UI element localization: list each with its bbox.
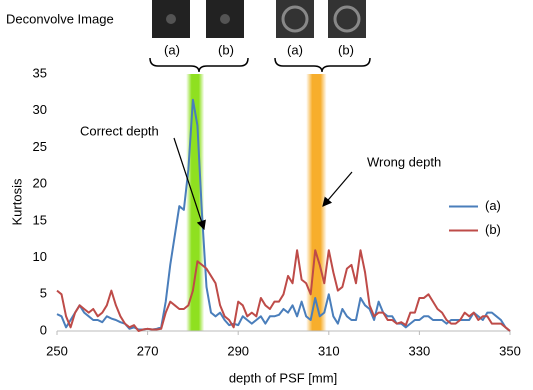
y-tick-label: 35: [33, 65, 47, 80]
x-tick-label: 330: [409, 343, 431, 358]
y-tick-label: 20: [33, 176, 47, 191]
x-tick-label: 290: [227, 343, 249, 358]
annotation-arrow: [323, 172, 352, 206]
brace: [150, 58, 248, 72]
chart: Deconvolve Image (a) (b) (a) (b) Correct…: [0, 0, 533, 390]
y-tick-label: 5: [40, 286, 47, 301]
image-label: (b): [218, 42, 234, 57]
y-tick-label: 0: [40, 322, 47, 337]
y-tick-label: 30: [33, 102, 47, 117]
page: Deconvolve Image (a) (b) (a) (b) Correct…: [0, 0, 533, 390]
y-axis-title: Kurtosis: [9, 178, 24, 225]
series-line: [57, 250, 510, 331]
image-label: (a): [164, 42, 180, 57]
brace: [275, 58, 370, 72]
legend-label: (a): [485, 198, 501, 213]
thumbnail-spot: [166, 14, 176, 24]
x-axis-title: depth of PSF [mm]: [229, 370, 337, 385]
image-label: (a): [287, 42, 303, 57]
x-tick-label: 310: [318, 343, 340, 358]
annotation: Correct depth: [80, 123, 159, 138]
x-tick-label: 250: [46, 343, 68, 358]
legend-label: (b): [485, 222, 501, 237]
x-tick-label: 270: [137, 343, 159, 358]
y-tick-label: 15: [33, 212, 47, 227]
y-tick-label: 10: [33, 249, 47, 264]
image-panel-title: Deconvolve Image: [6, 11, 114, 26]
thumbnail-spot: [220, 14, 230, 24]
y-tick-label: 25: [33, 139, 47, 154]
x-tick-label: 350: [499, 343, 521, 358]
image-label: (b): [338, 42, 354, 57]
annotation: Wrong depth: [367, 154, 441, 169]
